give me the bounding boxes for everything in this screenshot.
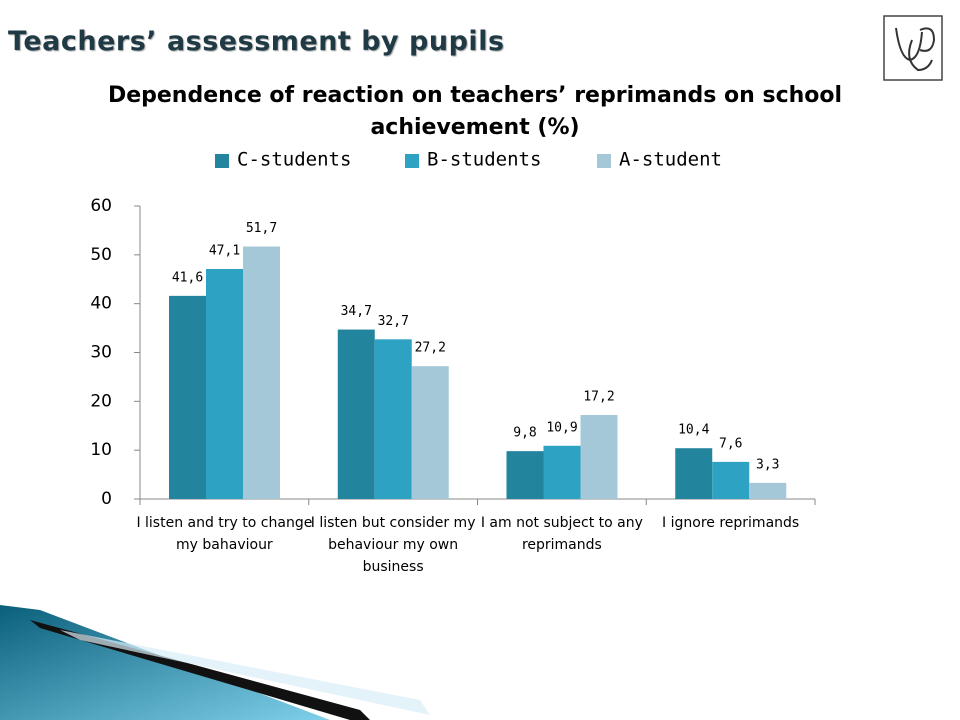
value-label: 51,7 (246, 221, 277, 236)
legend-swatch (215, 154, 229, 168)
value-label: 7,6 (719, 436, 742, 451)
y-tick-label: 40 (90, 294, 112, 314)
bar (543, 445, 581, 499)
y-tick-label: 20 (90, 391, 112, 411)
bar (580, 415, 618, 499)
decor-band (60, 630, 430, 715)
chart-title: Dependence of reaction on teachers’ repr… (107, 83, 843, 140)
y-tick-label: 30 (90, 343, 112, 363)
value-label: 47,1 (209, 243, 240, 258)
bar (506, 451, 544, 499)
logo (883, 15, 943, 81)
value-label: 27,2 (415, 341, 446, 356)
bar (411, 366, 449, 499)
y-tick-label: 0 (101, 489, 112, 509)
y-tick-label: 60 (90, 196, 112, 216)
value-label: 32,7 (378, 314, 409, 329)
legend-label: C-students (237, 149, 351, 171)
x-tick-label: I listen and try to change my bahaviour (136, 515, 313, 553)
logo-mark (895, 27, 936, 72)
bar (243, 246, 280, 499)
bar (675, 448, 713, 499)
value-label: 3,3 (756, 457, 779, 472)
value-label: 41,6 (172, 270, 203, 285)
value-label: 17,2 (583, 390, 614, 405)
slide-title: Teachers’ assessment by pupils (8, 26, 505, 57)
bar (337, 329, 375, 499)
x-tick-label: I am not subject to any reprimands (480, 515, 643, 553)
legend-label: B-students (427, 149, 541, 171)
x-tick-label: I ignore reprimands (662, 515, 800, 531)
legend-label: A-student (619, 149, 722, 171)
legend-swatch (597, 154, 611, 168)
y-tick-label: 10 (90, 440, 112, 460)
x-tick-label: I listen but consider my behaviour my ow… (310, 515, 476, 575)
legend-swatch (405, 154, 419, 168)
value-label: 10,4 (678, 423, 709, 438)
bar (749, 482, 787, 499)
value-label: 34,7 (341, 304, 372, 319)
bar (169, 295, 206, 499)
bar (712, 461, 750, 499)
bar (206, 268, 243, 499)
value-label: 9,8 (513, 426, 536, 441)
bar (374, 339, 412, 499)
value-label: 10,9 (546, 420, 577, 435)
y-tick-label: 50 (90, 245, 112, 265)
